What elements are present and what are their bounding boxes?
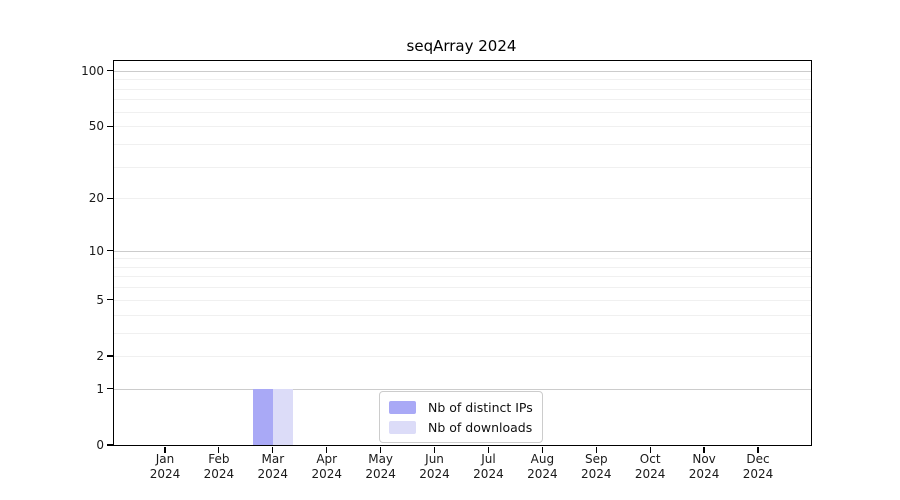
x-tick-year: 2024 xyxy=(257,467,289,481)
gridline-minor xyxy=(114,198,811,200)
legend-item: Nb of downloads xyxy=(389,417,533,437)
x-tick-year: 2024 xyxy=(742,467,774,481)
y-tick-label: 2 xyxy=(96,348,104,363)
x-tick-label: Apr 2024 xyxy=(297,452,357,482)
x-axis-tick xyxy=(487,447,490,454)
gridline-minor xyxy=(114,111,811,113)
x-tick-year: 2024 xyxy=(473,467,504,481)
x-axis-tick xyxy=(218,447,220,454)
y-axis-tick xyxy=(107,388,113,390)
gridline-major xyxy=(114,250,811,252)
y-axis-tick xyxy=(107,125,113,127)
legend-swatch xyxy=(389,420,416,434)
x-tick-month: Dec xyxy=(746,452,770,466)
gridline-minor xyxy=(114,143,811,145)
gridline-minor xyxy=(114,166,811,168)
bar-downloads xyxy=(272,388,293,445)
x-tick-label: May 2024 xyxy=(351,452,411,482)
legend-item: Nb of distinct IPs xyxy=(389,397,533,417)
legend-swatch xyxy=(389,400,416,414)
x-tick-month: Nov xyxy=(692,452,716,466)
y-tick-label: 10 xyxy=(88,243,104,258)
x-tick-month: Apr xyxy=(316,452,338,466)
x-axis-tick xyxy=(541,447,543,454)
x-axis-tick xyxy=(380,447,382,454)
y-axis-tick xyxy=(107,299,113,301)
x-axis-tick xyxy=(326,447,328,454)
x-tick-month: Sep xyxy=(584,452,608,466)
gridline-minor xyxy=(114,332,811,334)
gridline-minor xyxy=(114,258,811,260)
x-tick-year: 2024 xyxy=(419,467,450,481)
x-tick-month: May xyxy=(368,452,394,466)
y-axis-tick xyxy=(107,70,113,72)
gridline-minor xyxy=(114,314,811,316)
x-tick-month: Mar xyxy=(261,452,285,466)
x-tick-year: 2024 xyxy=(203,467,235,481)
x-axis-tick xyxy=(272,447,274,454)
plot-area: Nb of distinct IPs Nb of downloads 100 50 2… xyxy=(81,60,812,481)
gridline-minor xyxy=(114,88,811,90)
gridline-major xyxy=(114,70,811,72)
x-tick-label: Mar 2024 xyxy=(243,452,303,482)
x-axis-tick xyxy=(649,447,651,454)
y-tick-label: 50 xyxy=(88,119,104,134)
gridline-minor xyxy=(114,355,811,357)
x-tick-label: Jun 2024 xyxy=(405,452,465,482)
y-tick-label: 1 xyxy=(96,381,104,396)
x-tick-label: Aug 2024 xyxy=(512,452,572,482)
y-tick-label: 100 xyxy=(81,63,104,78)
legend-label: Nb of downloads xyxy=(428,419,533,435)
bar-distinct-ips xyxy=(252,388,273,445)
x-tick-month: Oct xyxy=(639,452,661,466)
gridline-minor xyxy=(114,266,811,268)
x-tick-month: Jul xyxy=(481,452,496,466)
y-axis-tick xyxy=(107,355,113,357)
gridline-minor xyxy=(114,276,811,278)
x-tick-month: Aug xyxy=(530,452,555,466)
x-tick-year: 2024 xyxy=(688,467,720,481)
gridline-minor xyxy=(114,99,811,101)
x-tick-year: 2024 xyxy=(527,467,558,481)
legend-label: Nb of distinct IPs xyxy=(428,399,533,415)
x-tick-label: Sep 2024 xyxy=(566,452,626,482)
x-axis-tick xyxy=(703,447,705,454)
x-tick-month: Feb xyxy=(208,452,230,466)
legend-box: Nb of distinct IPs Nb of downloads xyxy=(379,391,543,443)
x-tick-month: Jan xyxy=(155,452,175,466)
gridline-minor xyxy=(114,126,811,128)
x-tick-label: Dec 2024 xyxy=(728,452,788,482)
x-axis-tick xyxy=(433,447,436,454)
x-tick-label: Jul 2024 xyxy=(458,452,518,482)
x-axis-tick xyxy=(595,447,597,454)
y-tick-label: 5 xyxy=(96,292,104,307)
x-tick-year: 2024 xyxy=(580,467,612,481)
x-axis-tick xyxy=(164,447,166,454)
y-tick-label: 0 xyxy=(96,438,104,452)
y-axis-tick xyxy=(107,197,113,199)
gridline-minor xyxy=(114,287,811,289)
y-axis-tick xyxy=(107,249,113,252)
gridline-major xyxy=(114,388,811,390)
x-tick-year: 2024 xyxy=(634,467,666,481)
x-tick-year: 2024 xyxy=(149,467,181,481)
y-tick-label: 20 xyxy=(88,191,104,206)
x-tick-label: Jan 2024 xyxy=(135,452,195,482)
gridline-minor xyxy=(114,299,811,301)
x-tick-label: Oct 2024 xyxy=(620,452,680,482)
gridline-minor xyxy=(114,79,811,81)
x-tick-year: 2024 xyxy=(311,467,342,481)
x-tick-month: Jun xyxy=(425,452,444,466)
x-tick-label: Nov 2024 xyxy=(674,452,734,482)
y-axis-tick xyxy=(107,444,113,446)
x-tick-label: Feb 2024 xyxy=(189,452,249,482)
x-tick-year: 2024 xyxy=(365,467,396,481)
chart-title: seqArray 2024 xyxy=(406,37,517,55)
x-axis-tick xyxy=(757,447,759,454)
